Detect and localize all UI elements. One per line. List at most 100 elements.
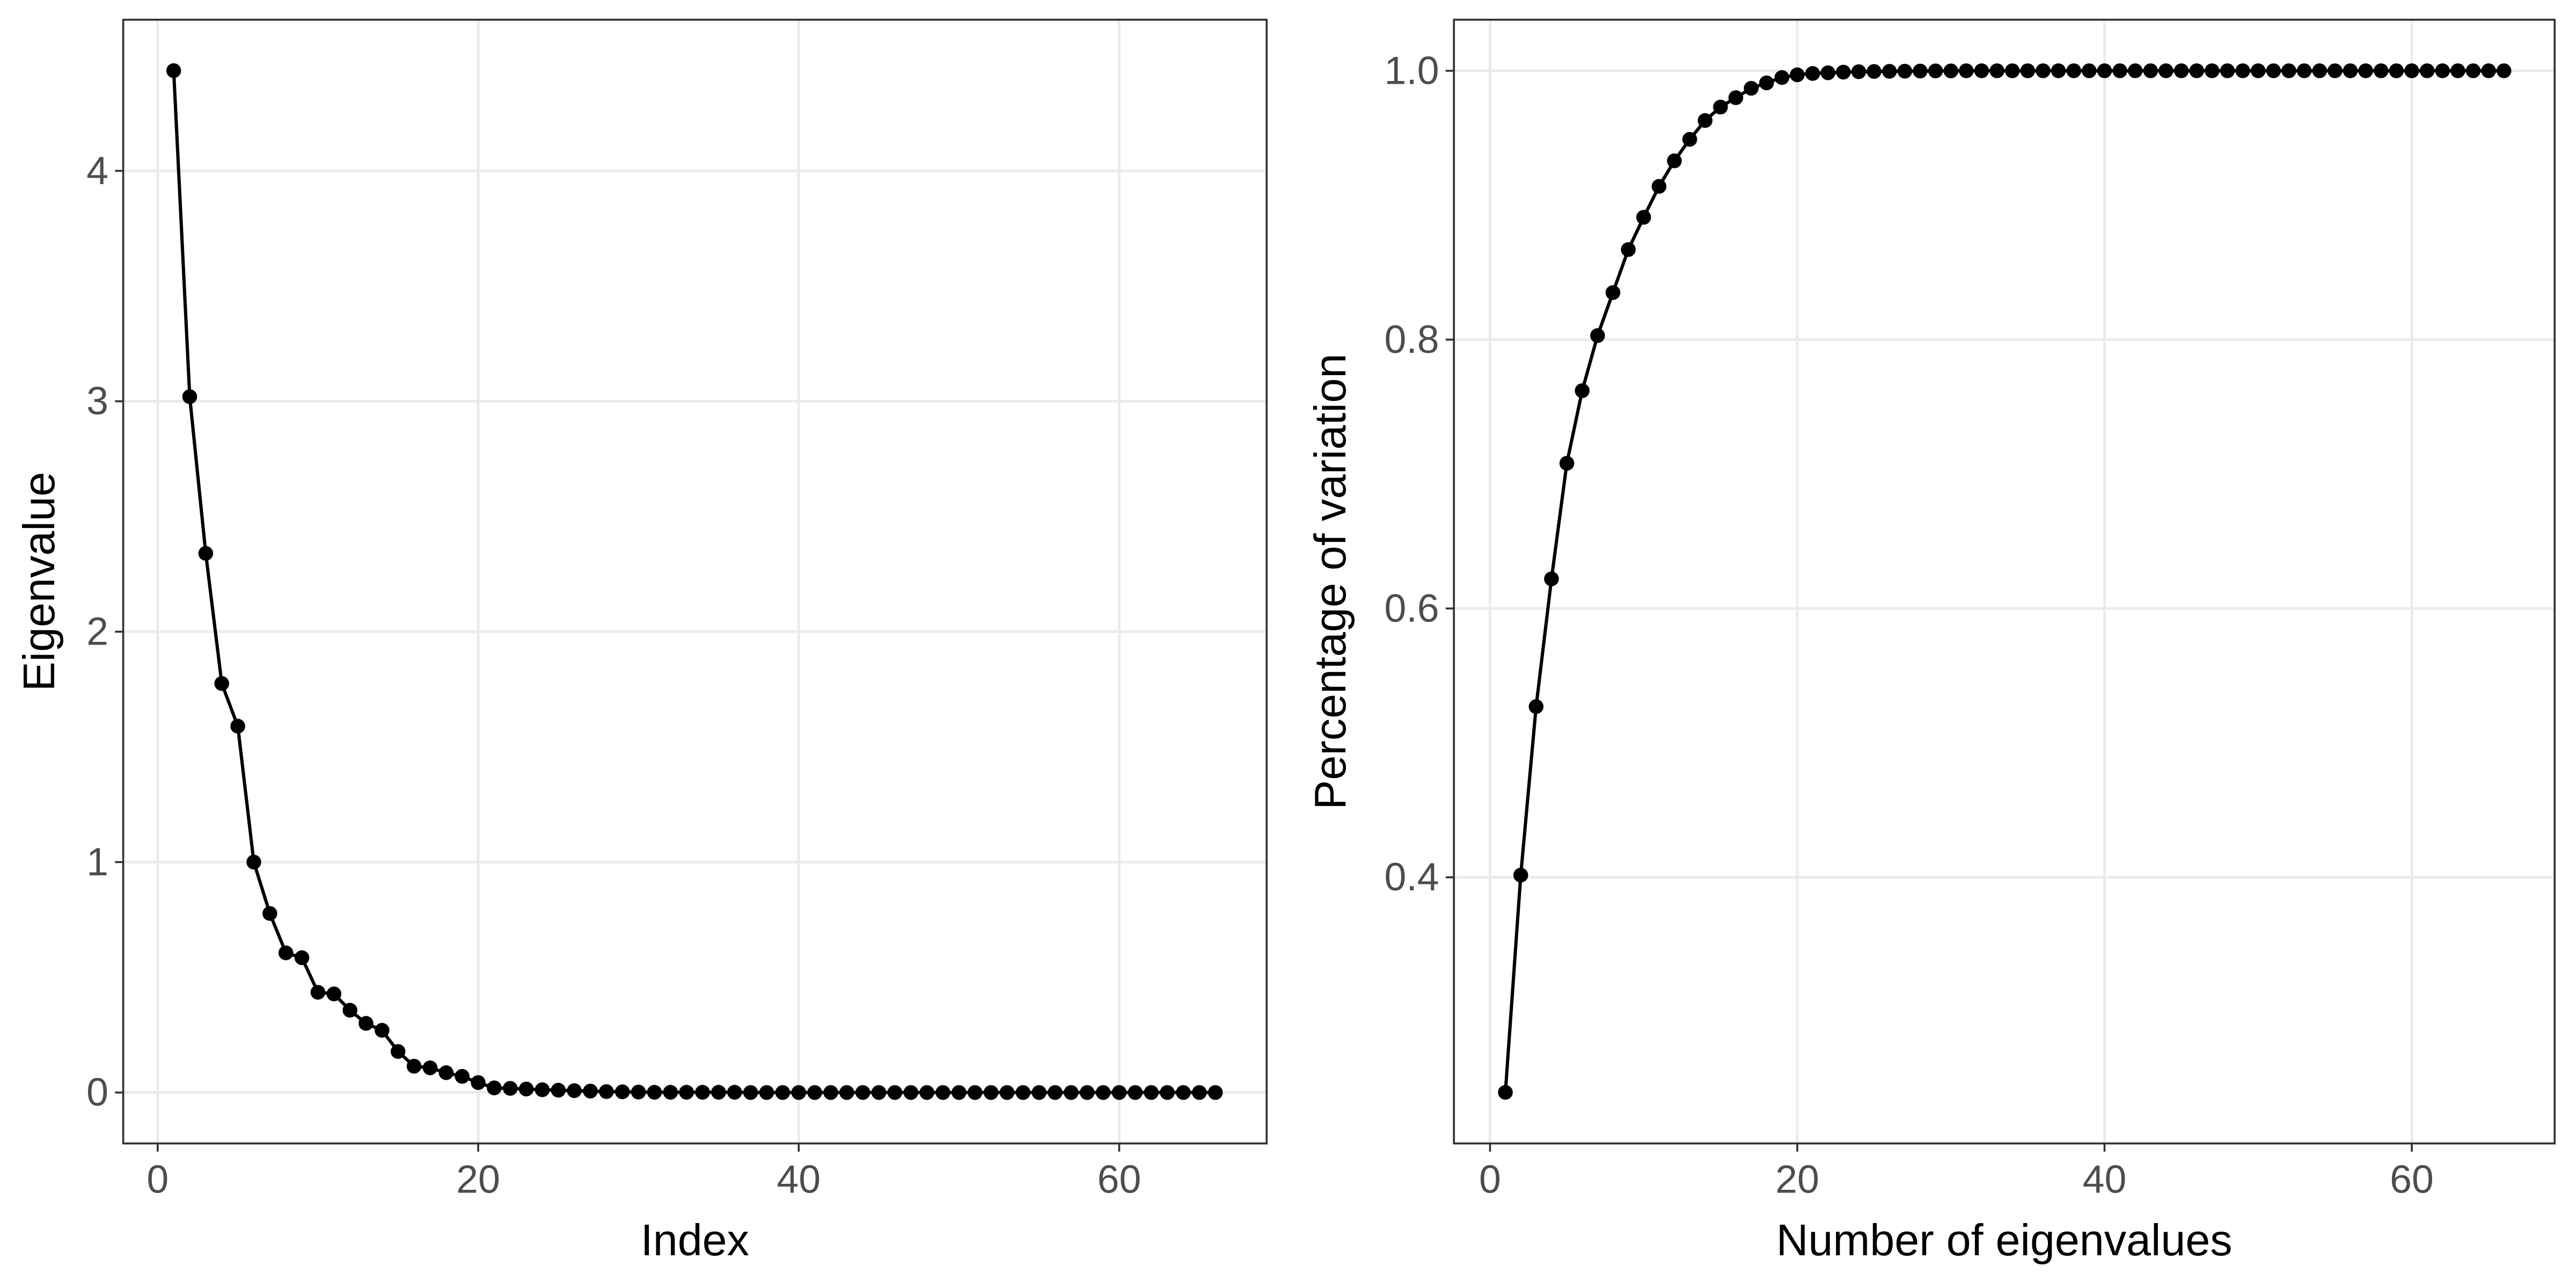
data-point: [1928, 63, 1943, 78]
data-point: [999, 1085, 1015, 1100]
data-point: [2097, 63, 2112, 78]
data-point: [1713, 99, 1728, 115]
data-point: [182, 389, 197, 404]
data-point: [614, 1084, 630, 1100]
data-point: [631, 1085, 646, 1100]
data-point: [2250, 63, 2266, 78]
data-point: [1575, 383, 1590, 398]
data-point: [1144, 1085, 1159, 1100]
data-point: [599, 1084, 614, 1099]
x-tick-label: 20: [1775, 1157, 1819, 1201]
x-tick-label: 40: [777, 1157, 821, 1201]
data-point: [871, 1085, 887, 1100]
data-point: [1805, 66, 1820, 81]
data-point: [2066, 63, 2081, 78]
y-tick-label: 0: [86, 1070, 108, 1114]
data-point: [2312, 63, 2328, 78]
data-point: [1621, 242, 1636, 257]
data-point: [342, 1002, 357, 1018]
data-point: [214, 676, 230, 691]
data-point: [2358, 63, 2373, 78]
data-point: [310, 985, 326, 1000]
data-point: [2174, 63, 2189, 78]
data-point: [2036, 63, 2051, 78]
data-point: [2343, 63, 2358, 78]
x-tick-label: 60: [1097, 1157, 1141, 1201]
data-point: [2004, 63, 2020, 78]
x-tick-label: 60: [2390, 1157, 2434, 1201]
data-point: [2051, 63, 2066, 78]
data-point: [1528, 699, 1544, 714]
data-point: [647, 1085, 662, 1100]
y-tick-label: 1.0: [1385, 48, 1439, 92]
data-point: [438, 1065, 454, 1080]
data-point: [262, 906, 277, 921]
data-point: [326, 986, 342, 1001]
data-point: [1943, 63, 1958, 78]
y-tick-label: 3: [86, 378, 108, 423]
data-point: [246, 854, 261, 870]
y-axis-title: Eigenvalue: [14, 472, 64, 691]
y-tick-label: 0.4: [1385, 854, 1439, 899]
y-tick-label: 4: [86, 148, 108, 193]
data-point: [2281, 63, 2296, 78]
y-tick-label: 1: [86, 839, 108, 884]
data-point: [2435, 63, 2450, 78]
data-point: [823, 1085, 838, 1100]
data-point: [487, 1080, 502, 1095]
data-point: [567, 1083, 582, 1099]
data-point: [230, 719, 245, 734]
data-point: [2404, 63, 2419, 78]
data-point: [1111, 1085, 1127, 1100]
data-point: [727, 1085, 742, 1100]
y-tick-label: 0.6: [1385, 586, 1439, 630]
data-point: [1064, 1085, 1079, 1100]
data-point: [1605, 285, 1621, 300]
data-point: [1667, 153, 1682, 169]
y-tick-label: 2: [86, 609, 108, 654]
data-point: [2266, 63, 2281, 78]
x-tick-label: 0: [147, 1157, 169, 1201]
data-point: [791, 1085, 807, 1100]
data-point: [2450, 63, 2465, 78]
data-point: [1651, 179, 1667, 194]
data-point: [1744, 80, 1759, 96]
data-point: [2158, 63, 2174, 78]
data-point: [518, 1081, 534, 1097]
data-point: [2020, 63, 2036, 78]
data-point: [1882, 64, 1897, 79]
data-point: [743, 1085, 758, 1100]
panel-border: [122, 18, 1268, 1145]
data-point: [1728, 90, 1744, 105]
data-point: [455, 1069, 470, 1084]
data-point: [903, 1085, 919, 1100]
x-tick-label: 20: [456, 1157, 500, 1201]
data-point: [1079, 1085, 1095, 1100]
data-point: [2296, 63, 2312, 78]
data-point: [1682, 131, 1697, 147]
data-point: [583, 1084, 598, 1099]
data-point: [1048, 1085, 1063, 1100]
data-point: [1498, 1085, 1513, 1100]
data-point: [535, 1082, 550, 1097]
data-point: [166, 63, 181, 78]
data-point: [2220, 63, 2235, 78]
data-point: [935, 1085, 950, 1100]
data-point: [1636, 210, 1651, 225]
data-point: [2373, 63, 2389, 78]
data-point: [1913, 63, 1928, 79]
x-tick-label: 40: [2083, 1157, 2127, 1201]
data-point: [839, 1085, 854, 1100]
y-axis-title: Percentage of variation: [1305, 354, 1355, 810]
data-point: [1513, 867, 1528, 883]
data-point: [2127, 63, 2143, 78]
data-point: [1208, 1085, 1223, 1100]
data-point: [2496, 63, 2512, 78]
data-point: [855, 1085, 870, 1100]
data-point: [375, 1023, 390, 1038]
data-point: [198, 546, 214, 561]
data-point: [471, 1075, 486, 1091]
data-point: [679, 1085, 694, 1100]
